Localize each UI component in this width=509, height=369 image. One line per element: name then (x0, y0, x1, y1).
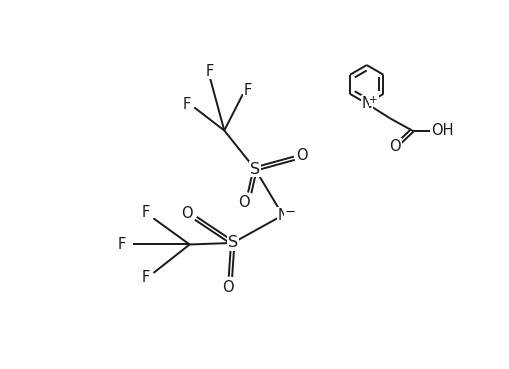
Text: O: O (389, 139, 401, 154)
Text: S: S (228, 235, 238, 251)
Text: F: F (142, 206, 150, 220)
Text: O: O (181, 206, 192, 221)
Text: S: S (250, 162, 260, 176)
Text: O: O (296, 148, 308, 163)
Text: N: N (361, 96, 372, 111)
Text: N: N (277, 208, 288, 223)
Text: O: O (222, 280, 234, 295)
Text: F: F (244, 83, 252, 98)
Text: −: − (285, 206, 296, 220)
Text: F: F (142, 270, 150, 285)
Text: F: F (206, 64, 214, 79)
Text: F: F (118, 237, 126, 252)
Text: O: O (239, 196, 250, 210)
Text: F: F (182, 97, 191, 112)
Text: OH: OH (431, 123, 454, 138)
Text: +: + (370, 96, 378, 106)
